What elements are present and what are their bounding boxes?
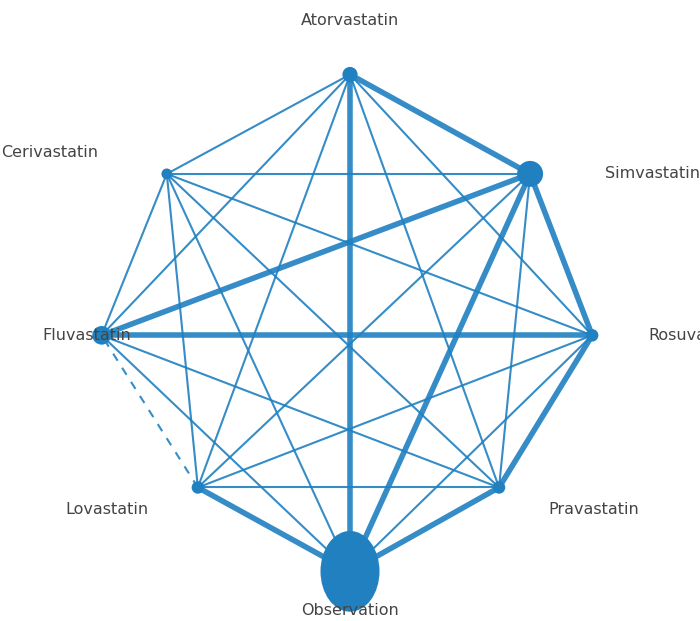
Text: Pravastatin: Pravastatin bbox=[549, 502, 640, 517]
Text: Rosuvastatin: Rosuvastatin bbox=[648, 328, 700, 343]
Text: Lovastatin: Lovastatin bbox=[65, 502, 148, 517]
Text: Simvastatin: Simvastatin bbox=[605, 166, 699, 181]
Point bbox=[161, 169, 172, 179]
Point bbox=[587, 330, 598, 340]
Text: Cerivastatin: Cerivastatin bbox=[1, 145, 99, 160]
Point bbox=[193, 483, 204, 492]
Point bbox=[96, 330, 107, 340]
Text: Observation: Observation bbox=[301, 603, 399, 618]
Ellipse shape bbox=[321, 531, 379, 612]
Point bbox=[494, 483, 505, 492]
Text: Fluvastatin: Fluvastatin bbox=[43, 328, 132, 343]
Point bbox=[344, 70, 356, 79]
Point bbox=[524, 169, 536, 179]
Text: Atorvastatin: Atorvastatin bbox=[301, 13, 399, 28]
